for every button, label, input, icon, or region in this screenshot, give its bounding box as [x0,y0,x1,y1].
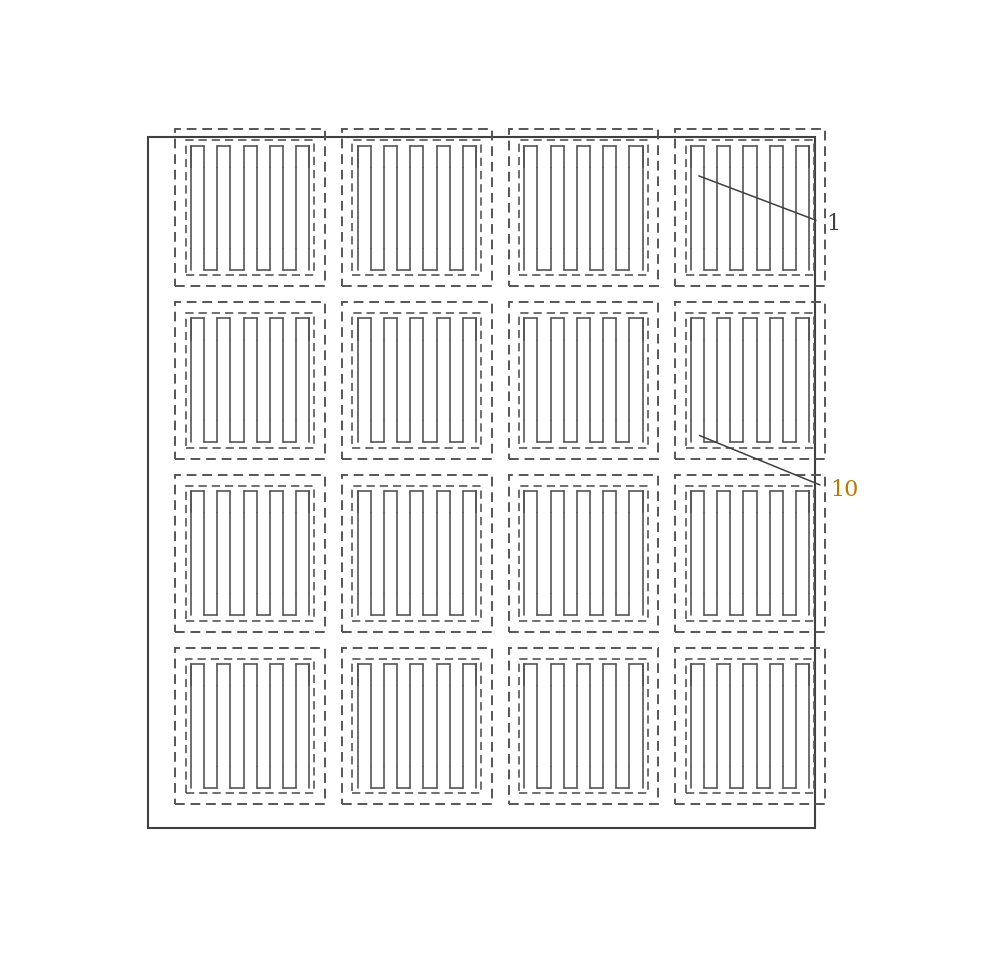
Bar [675,475,825,631]
Bar [352,486,481,621]
Bar [352,313,481,448]
Bar [175,129,325,286]
Bar [509,647,658,804]
Bar [175,475,325,631]
Bar [186,486,314,621]
Bar [509,302,658,458]
Bar [352,659,481,794]
Bar [675,129,825,286]
Bar [186,313,314,448]
Bar [148,137,815,828]
Bar [675,302,825,458]
Bar [509,129,658,286]
Bar [342,647,492,804]
Bar [342,302,492,458]
Text: 1: 1 [826,213,840,235]
Bar [686,140,814,275]
Text: 10: 10 [830,478,859,500]
Bar [686,486,814,621]
Bar [519,486,648,621]
Bar [175,647,325,804]
Bar [352,140,481,275]
Bar [519,140,648,275]
Bar [686,313,814,448]
Bar [675,647,825,804]
Bar [186,659,314,794]
Bar [519,313,648,448]
Bar [175,302,325,458]
Bar [509,475,658,631]
Bar [342,129,492,286]
Bar [186,140,314,275]
Bar [342,475,492,631]
Bar [686,659,814,794]
Bar [519,659,648,794]
